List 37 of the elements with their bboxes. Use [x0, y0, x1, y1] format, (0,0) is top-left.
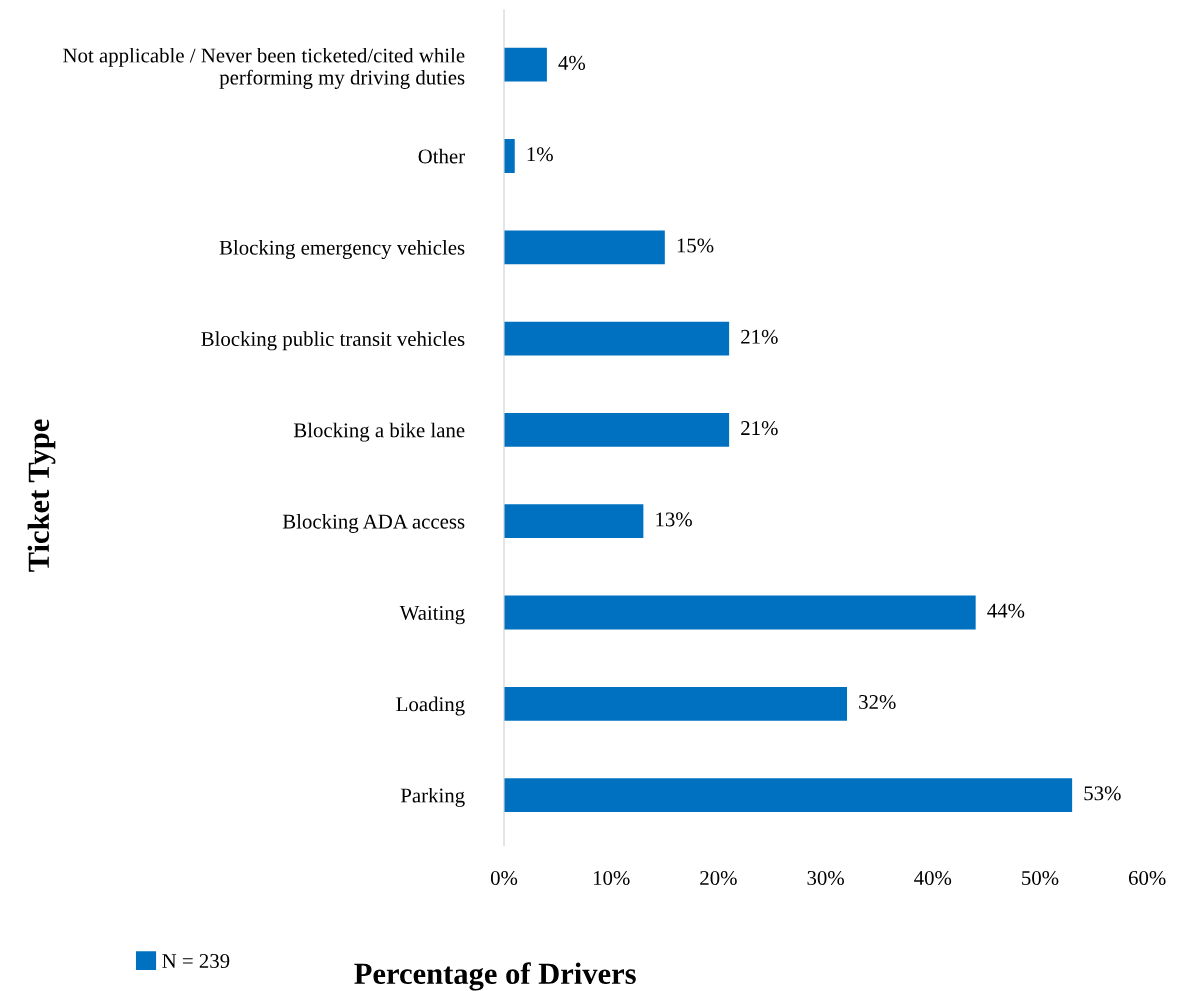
y-tick-label: Parking: [400, 787, 465, 807]
data-label: 15%: [677, 238, 714, 253]
x-tick-label: 0%: [490, 870, 518, 886]
y-tick-label: Waiting: [399, 605, 465, 625]
y-tick-label: Not applicable / Never been ticketed/cited while performing my driving duties: [63, 47, 465, 89]
bar: [504, 321, 730, 356]
data-label: 53%: [1084, 786, 1121, 801]
y-tick-label: Blocking a bike lane: [293, 422, 465, 442]
x-tick-label: 60%: [1128, 870, 1166, 886]
bar: [504, 778, 1073, 812]
y-tick-label: Blocking public transit vehicles: [201, 331, 465, 351]
data-label: 32%: [859, 694, 896, 710]
y-tick-label: Loading: [396, 696, 465, 716]
x-axis-title: Percentage of Drivers: [354, 962, 636, 991]
legend-label: N = 239: [162, 954, 230, 969]
x-tick-label: 50%: [1022, 870, 1059, 886]
bar: [504, 686, 848, 721]
y-tick-label: Blocking emergency vehicles: [219, 240, 465, 260]
bar: [504, 413, 730, 447]
y-axis-title: Ticket Type: [27, 419, 56, 572]
bar: [504, 47, 547, 82]
x-tick-label: 40%: [914, 870, 952, 886]
bar: [504, 504, 644, 539]
data-label: 21%: [741, 329, 778, 344]
bar: [504, 139, 515, 173]
bar: [504, 595, 976, 630]
bar: [504, 230, 665, 265]
x-tick-label: 10%: [593, 870, 630, 886]
x-tick-label: 30%: [807, 870, 844, 886]
x-tick-label: 20%: [700, 870, 737, 886]
y-tick-label: Other: [418, 148, 465, 164]
data-label: 44%: [987, 603, 1025, 618]
data-label: 4%: [558, 55, 586, 70]
data-label: 1%: [527, 147, 553, 162]
data-label: 21%: [741, 421, 778, 436]
y-tick-label: Blocking ADA access: [282, 513, 465, 533]
data-label: 13%: [656, 512, 692, 527]
